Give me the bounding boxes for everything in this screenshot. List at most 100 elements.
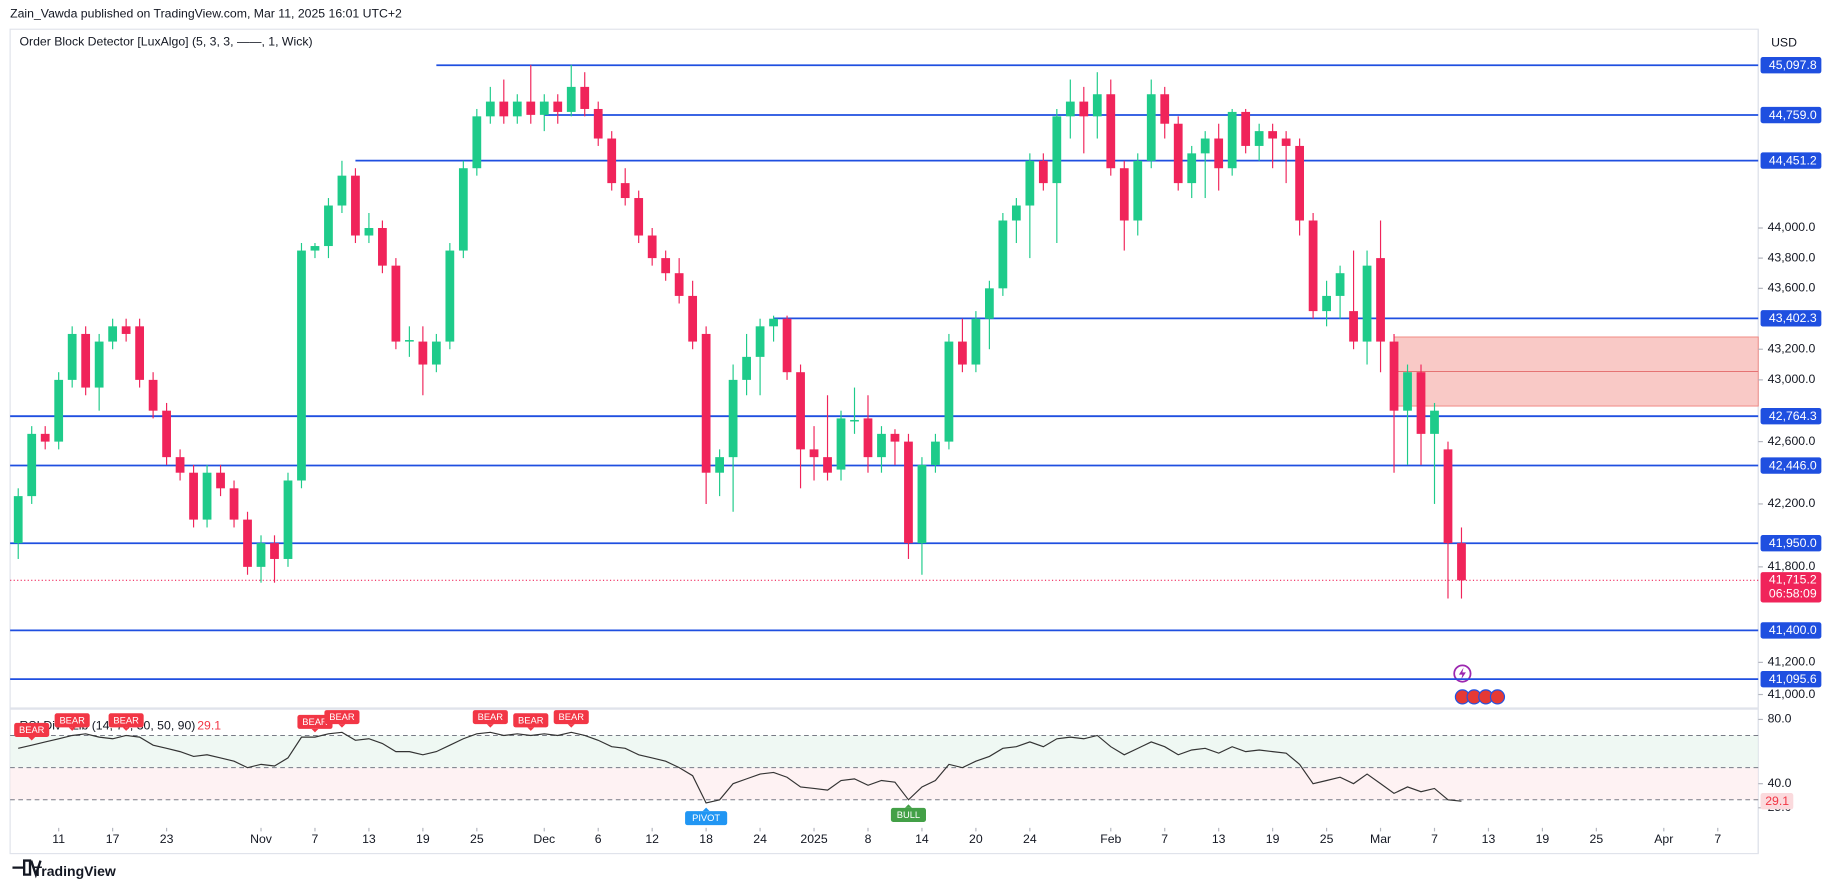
candle-body [742, 356, 751, 380]
countdown: 06:58:09 [1769, 587, 1817, 601]
oversold-band [10, 767, 1759, 800]
candle-body [1079, 101, 1089, 117]
candle-body [1430, 410, 1439, 434]
candle-body [1457, 543, 1466, 581]
rsi-badge [1760, 793, 1794, 810]
x-tick-label: Feb [1100, 832, 1121, 846]
y-tick-label: 41,200.0 [1768, 655, 1816, 669]
level-label: 45,097.8 [1769, 58, 1817, 72]
last-price-label: 41,715.2 [1769, 573, 1817, 587]
level-badge [1760, 408, 1822, 425]
candle-body [769, 318, 778, 327]
candle-body [1335, 273, 1345, 296]
y-tick-label: 42,600.0 [1768, 434, 1816, 448]
candle-body [1295, 145, 1305, 221]
candle-body [1227, 111, 1237, 169]
candle-body [121, 326, 131, 334]
candle-body [1443, 449, 1453, 544]
level-badge [1760, 152, 1822, 169]
candle-body [1281, 138, 1291, 146]
candle-body [391, 265, 401, 342]
level-label: 43,402.3 [1769, 311, 1817, 325]
x-tick-label: 25 [470, 832, 484, 846]
indicator-title: Order Block Detector [LuxAlgo] (5, 3, 3,… [19, 34, 312, 48]
candle-body [162, 410, 171, 458]
x-tick-label: 13 [362, 832, 376, 846]
candle-body [351, 175, 360, 236]
last-price-badge [1760, 572, 1822, 603]
signal-pointer [122, 727, 130, 731]
signal-pointer [904, 804, 912, 808]
level-label: 42,446.0 [1769, 458, 1817, 472]
candle-body [1187, 153, 1197, 184]
y-tick-label: 42,200.0 [1768, 496, 1816, 510]
x-tick-label: Nov [250, 832, 273, 846]
candle-body [270, 543, 279, 559]
candle-body [647, 235, 657, 259]
candle-body [499, 101, 509, 117]
signal-label: BEAR [302, 717, 328, 727]
candle-body [674, 273, 684, 296]
candle-body [715, 457, 725, 473]
candle-body [94, 341, 104, 388]
candle-body [1254, 131, 1264, 146]
candle-body [148, 379, 158, 411]
candle-body [634, 198, 644, 236]
candle-body [1362, 265, 1372, 342]
signal-pointer [311, 728, 319, 733]
x-tick-label: 2025 [800, 832, 827, 846]
x-tick-label: 8 [865, 832, 872, 846]
candle-body [944, 341, 954, 442]
candle-body [1052, 116, 1062, 184]
candle-body [1065, 101, 1075, 117]
x-tick-label: 18 [699, 832, 713, 846]
candle-body [701, 333, 711, 473]
candle-body [1349, 311, 1358, 342]
icon [1489, 689, 1506, 705]
y-tick-label: 41,000.0 [1768, 687, 1816, 701]
level-badge [1760, 670, 1822, 688]
level-badge [1760, 57, 1822, 74]
candle-body [81, 333, 91, 388]
candle-body [877, 433, 886, 458]
candle-body [364, 228, 374, 236]
candle-body [1241, 111, 1251, 146]
icon [1458, 667, 1466, 680]
candle-body [27, 433, 37, 497]
candle-body [324, 205, 333, 247]
signal-label: BEAR [478, 712, 504, 722]
candle-body [1376, 258, 1385, 342]
signal-pointer [486, 724, 494, 728]
signal-pointer [567, 724, 575, 728]
overbought-band [10, 735, 1759, 768]
candle-body [1389, 341, 1399, 411]
candle-body [620, 183, 630, 199]
candle-body [539, 101, 549, 115]
candle-body [904, 441, 913, 544]
candle-body [1025, 160, 1035, 206]
candle-body [958, 341, 967, 365]
candle-body [931, 441, 940, 465]
candle-body [40, 433, 50, 442]
y-tick-label: 44,000.0 [1768, 220, 1816, 234]
candle-body [782, 318, 792, 373]
level-badge [1760, 310, 1822, 327]
x-tick-label: Apr [1654, 832, 1673, 846]
x-tick-label: 24 [753, 832, 767, 846]
x-tick-label: 25 [1320, 832, 1334, 846]
candle-body [566, 86, 576, 112]
signal-badge [513, 713, 549, 728]
signal-pointer [527, 727, 535, 731]
x-tick-label: 19 [1536, 832, 1550, 846]
y-tick-label: 43,600.0 [1768, 281, 1816, 295]
candle-body [809, 449, 819, 458]
x-tick-label: 19 [416, 832, 430, 846]
candle-body [971, 318, 981, 365]
candle-body [405, 340, 414, 342]
y-tick-label: 43,200.0 [1768, 341, 1816, 355]
candle-body [607, 138, 617, 184]
x-tick-label: 17 [106, 832, 120, 846]
signal-badge [54, 713, 90, 728]
brand: TradingView [34, 863, 116, 879]
